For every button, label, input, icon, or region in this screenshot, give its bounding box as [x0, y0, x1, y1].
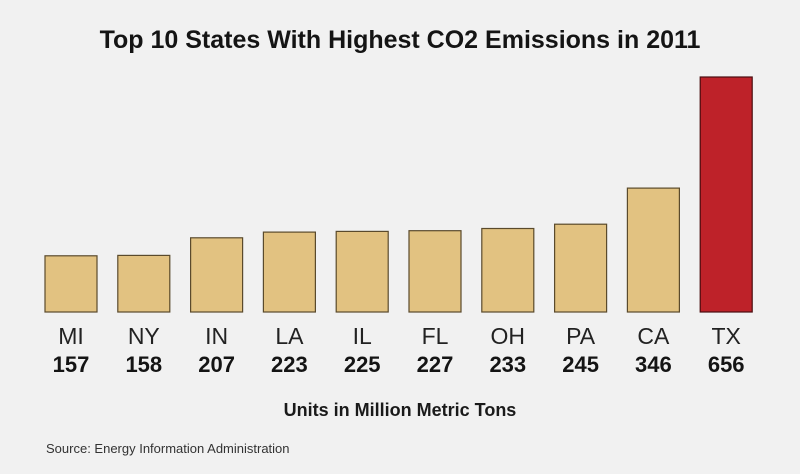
category-label-fl: FL	[422, 323, 449, 349]
bar-il	[335, 230, 389, 313]
value-label-ny: 158	[125, 352, 162, 377]
category-label-ca: CA	[637, 323, 670, 349]
category-label-mi: MI	[58, 323, 84, 349]
value-label-oh: 233	[489, 352, 526, 377]
value-label-in: 207	[198, 352, 235, 377]
bar-ca	[626, 187, 681, 313]
category-label-ny: NY	[128, 323, 160, 349]
bar-fl	[408, 230, 462, 313]
bars-layer	[44, 76, 753, 313]
bar-mi	[44, 255, 98, 313]
x-axis-label: Units in Million Metric Tons	[284, 400, 517, 420]
category-label-oh: OH	[491, 323, 526, 349]
bar-in	[190, 237, 244, 313]
value-label-tx: 656	[708, 352, 745, 377]
value-label-pa: 245	[562, 352, 599, 377]
value-label-la: 223	[271, 352, 308, 377]
category-label-il: IL	[353, 323, 372, 349]
bar-pa	[553, 223, 608, 313]
value-label-mi: 157	[53, 352, 90, 377]
labels-layer: MI 157 NY 158 IN 207 LA 223 IL 225 FL 227 OH 233 PA 245…	[53, 323, 745, 377]
bar-ny	[117, 254, 171, 313]
value-label-il: 225	[344, 352, 381, 377]
category-label-pa: PA	[566, 323, 596, 349]
bar-tx	[699, 76, 753, 313]
category-label-la: LA	[275, 323, 304, 349]
value-label-ca: 346	[635, 352, 672, 377]
category-label-in: IN	[205, 323, 228, 349]
category-label-tx: TX	[712, 323, 741, 349]
bar-la	[262, 231, 316, 313]
chart-title: Top 10 States With Highest CO2 Emissions…	[100, 26, 701, 54]
bar-oh	[481, 227, 535, 313]
source-note: Source: Energy Information Administratio…	[46, 441, 290, 456]
value-label-fl: 227	[417, 352, 454, 377]
